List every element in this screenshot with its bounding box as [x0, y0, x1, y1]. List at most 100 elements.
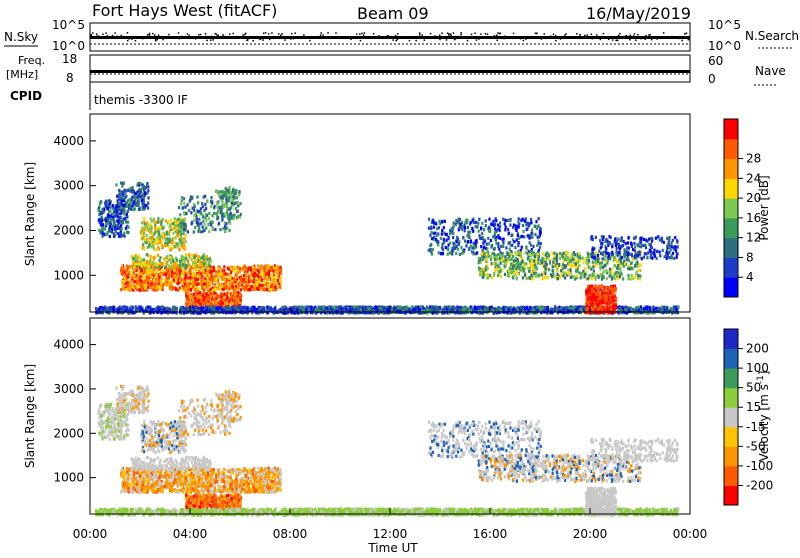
power-cell — [163, 282, 166, 286]
power-cell — [230, 205, 233, 210]
power-cell — [192, 275, 195, 279]
power-cell — [232, 213, 235, 217]
power-cell — [207, 299, 210, 304]
power-cell — [194, 296, 197, 300]
power-cell — [248, 274, 251, 278]
power-cell — [191, 298, 194, 302]
power-cell — [222, 305, 225, 309]
power-cell — [196, 282, 199, 287]
power-cell — [358, 306, 361, 310]
nsky-sample — [120, 34, 123, 37]
power-cell — [121, 208, 125, 212]
power-cell — [255, 286, 259, 291]
power-cell — [133, 207, 137, 211]
power-cell — [118, 192, 121, 196]
nsky-sample — [671, 35, 673, 38]
power-cell — [267, 283, 270, 287]
power-cell — [186, 259, 190, 263]
power-cell — [206, 297, 210, 301]
power-cell — [127, 188, 130, 192]
power-cell — [221, 287, 224, 291]
power-cell — [121, 198, 124, 202]
nsky-sample — [238, 37, 240, 39]
power-cell — [195, 254, 199, 259]
power-cell — [145, 270, 148, 275]
power-cell — [179, 280, 182, 284]
power-cell — [223, 224, 227, 228]
power-cell — [217, 193, 221, 198]
power-cell — [141, 204, 144, 208]
nave-right-tick-bottom: 0 — [708, 72, 716, 86]
power-cell — [303, 306, 307, 310]
nsky-sample — [201, 36, 203, 39]
power-cell — [122, 280, 126, 284]
power-cell — [273, 307, 276, 311]
power-cell — [207, 293, 210, 297]
power-cell — [253, 305, 256, 309]
power-cell — [222, 309, 225, 313]
power-cell — [181, 309, 184, 313]
power-cell — [109, 209, 112, 213]
power-cell — [208, 211, 211, 216]
power-cell — [142, 200, 146, 204]
power-cell — [239, 298, 242, 302]
power-cell — [208, 295, 211, 300]
power-cell — [135, 203, 138, 207]
power-cell — [194, 274, 197, 279]
power-cell — [126, 279, 129, 283]
power-cell — [247, 288, 250, 292]
nsky-sample — [157, 34, 160, 37]
power-cell — [112, 305, 116, 309]
power-cell — [207, 216, 211, 220]
power-cell — [122, 212, 125, 216]
power-cell — [239, 300, 242, 305]
nsky-sample — [392, 39, 394, 41]
power-cell — [179, 218, 182, 223]
power-cell — [122, 181, 125, 185]
power-cell — [101, 311, 104, 315]
power-cell — [133, 202, 137, 206]
power-cell — [134, 191, 137, 195]
power-cell — [228, 299, 231, 303]
power-cell — [475, 308, 478, 312]
power-cell — [104, 305, 107, 309]
nsky-sample — [603, 36, 605, 38]
power-cell — [231, 195, 235, 199]
power-cell — [184, 284, 188, 288]
power-cell — [176, 282, 180, 286]
power-cell — [211, 227, 214, 231]
power-cell — [170, 267, 173, 272]
power-cell — [222, 277, 226, 281]
power-cell — [131, 186, 134, 190]
nsearch-label: N.Search — [745, 29, 799, 43]
power-cell — [278, 277, 281, 281]
power-cell — [216, 279, 220, 283]
nsky-sample — [378, 35, 380, 37]
power-cell — [118, 189, 121, 193]
power-cell — [259, 307, 262, 311]
power-cell — [407, 306, 410, 310]
power-cell — [216, 217, 219, 221]
power-cell — [231, 197, 234, 202]
power-cell — [120, 266, 123, 270]
nsky-sample — [149, 35, 151, 37]
power-cell — [229, 272, 232, 276]
power-cell — [152, 282, 155, 286]
power-cell — [269, 265, 272, 270]
nsky-sample — [512, 32, 515, 35]
power-cell — [178, 233, 181, 237]
power-cell — [220, 276, 223, 280]
power-cell — [233, 311, 236, 315]
power-cell — [240, 274, 243, 278]
power-cell — [229, 276, 232, 280]
nave-label: Nave — [755, 64, 786, 78]
power-cell — [118, 232, 121, 236]
power-cell — [244, 271, 248, 275]
power-cell — [201, 254, 205, 259]
power-cell — [108, 199, 111, 203]
power-cell — [106, 206, 109, 210]
power-cell — [203, 291, 206, 295]
power-cell — [170, 281, 173, 285]
nsky-sample — [684, 33, 686, 35]
power-cell — [184, 222, 187, 227]
